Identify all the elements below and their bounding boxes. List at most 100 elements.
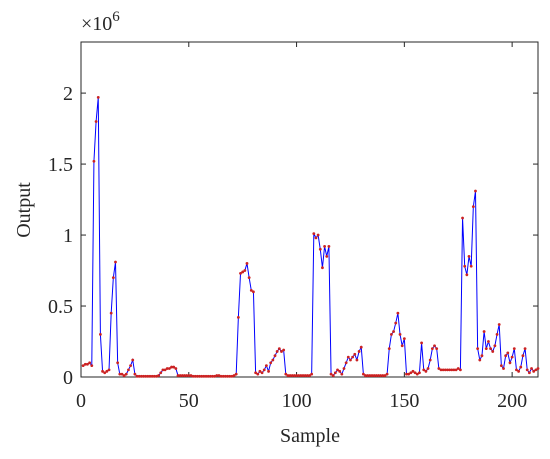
- marker: [441, 368, 445, 372]
- marker: [224, 374, 227, 378]
- marker: [333, 371, 337, 375]
- marker: [357, 350, 361, 353]
- marker: [264, 364, 268, 368]
- marker: [368, 374, 372, 377]
- marker: [366, 374, 370, 377]
- marker: [482, 330, 486, 333]
- marker: [420, 341, 423, 345]
- marker: [458, 368, 462, 372]
- marker: [454, 368, 458, 372]
- marker: [394, 321, 398, 325]
- marker: [469, 264, 473, 268]
- marker: [364, 374, 367, 377]
- marker: [273, 354, 277, 358]
- marker: [94, 120, 98, 123]
- marker: [133, 372, 137, 376]
- marker: [318, 247, 322, 251]
- marker: [370, 374, 374, 377]
- marker: [310, 372, 314, 376]
- marker: [99, 333, 102, 336]
- marker: [510, 355, 514, 359]
- marker: [387, 347, 391, 351]
- marker: [101, 369, 104, 373]
- marker: [321, 266, 324, 270]
- marker: [142, 374, 145, 378]
- marker: [450, 368, 454, 372]
- marker: [308, 374, 311, 377]
- marker: [290, 374, 294, 377]
- marker: [165, 367, 169, 370]
- marker: [325, 254, 329, 258]
- marker: [284, 372, 288, 376]
- x-tick-label: 100: [282, 390, 312, 412]
- marker: [443, 368, 447, 372]
- marker: [111, 276, 115, 280]
- marker: [109, 311, 113, 315]
- marker: [303, 374, 307, 377]
- marker: [226, 374, 229, 378]
- marker: [129, 364, 132, 368]
- marker: [497, 323, 501, 326]
- marker: [295, 374, 298, 377]
- marker: [234, 372, 238, 376]
- marker: [392, 330, 395, 333]
- marker: [247, 276, 251, 280]
- marker: [463, 264, 467, 268]
- marker: [407, 372, 411, 376]
- marker: [480, 354, 484, 358]
- marker: [236, 315, 240, 319]
- marker: [174, 367, 178, 370]
- marker: [338, 369, 342, 373]
- marker: [150, 374, 154, 378]
- marker: [159, 371, 163, 375]
- marker: [428, 358, 432, 362]
- x-tick-label: 0: [76, 390, 86, 412]
- marker: [211, 374, 214, 378]
- marker: [219, 374, 223, 378]
- marker: [198, 374, 201, 378]
- marker: [262, 368, 266, 372]
- marker: [92, 159, 96, 163]
- marker: [200, 374, 204, 378]
- marker: [495, 333, 499, 336]
- marker: [467, 254, 471, 258]
- marker: [124, 372, 128, 376]
- marker: [90, 364, 94, 368]
- marker: [512, 347, 516, 351]
- marker: [396, 311, 400, 315]
- marker: [521, 354, 525, 358]
- marker: [187, 374, 191, 377]
- marker: [249, 289, 253, 292]
- marker: [271, 358, 275, 362]
- marker: [202, 374, 206, 378]
- marker: [519, 365, 523, 369]
- marker: [127, 368, 130, 372]
- marker: [107, 368, 111, 372]
- marker: [353, 352, 357, 356]
- marker: [530, 367, 533, 370]
- marker: [157, 374, 161, 377]
- marker: [131, 358, 135, 362]
- marker: [170, 365, 173, 369]
- marker: [137, 374, 141, 378]
- marker: [316, 233, 320, 237]
- marker: [351, 355, 355, 359]
- marker: [523, 347, 527, 351]
- marker: [305, 374, 309, 377]
- marker: [329, 372, 333, 376]
- marker: [411, 369, 415, 373]
- marker: [269, 361, 273, 365]
- y-tick-label: 1: [63, 225, 73, 247]
- marker: [252, 290, 255, 294]
- x-tick-label: 200: [497, 390, 527, 412]
- marker: [340, 372, 344, 376]
- marker: [331, 374, 335, 377]
- marker: [191, 374, 195, 378]
- marker: [183, 374, 186, 377]
- plot-area: [80, 41, 539, 378]
- marker: [515, 368, 518, 372]
- marker: [435, 347, 439, 351]
- marker: [527, 371, 531, 375]
- marker: [383, 374, 387, 377]
